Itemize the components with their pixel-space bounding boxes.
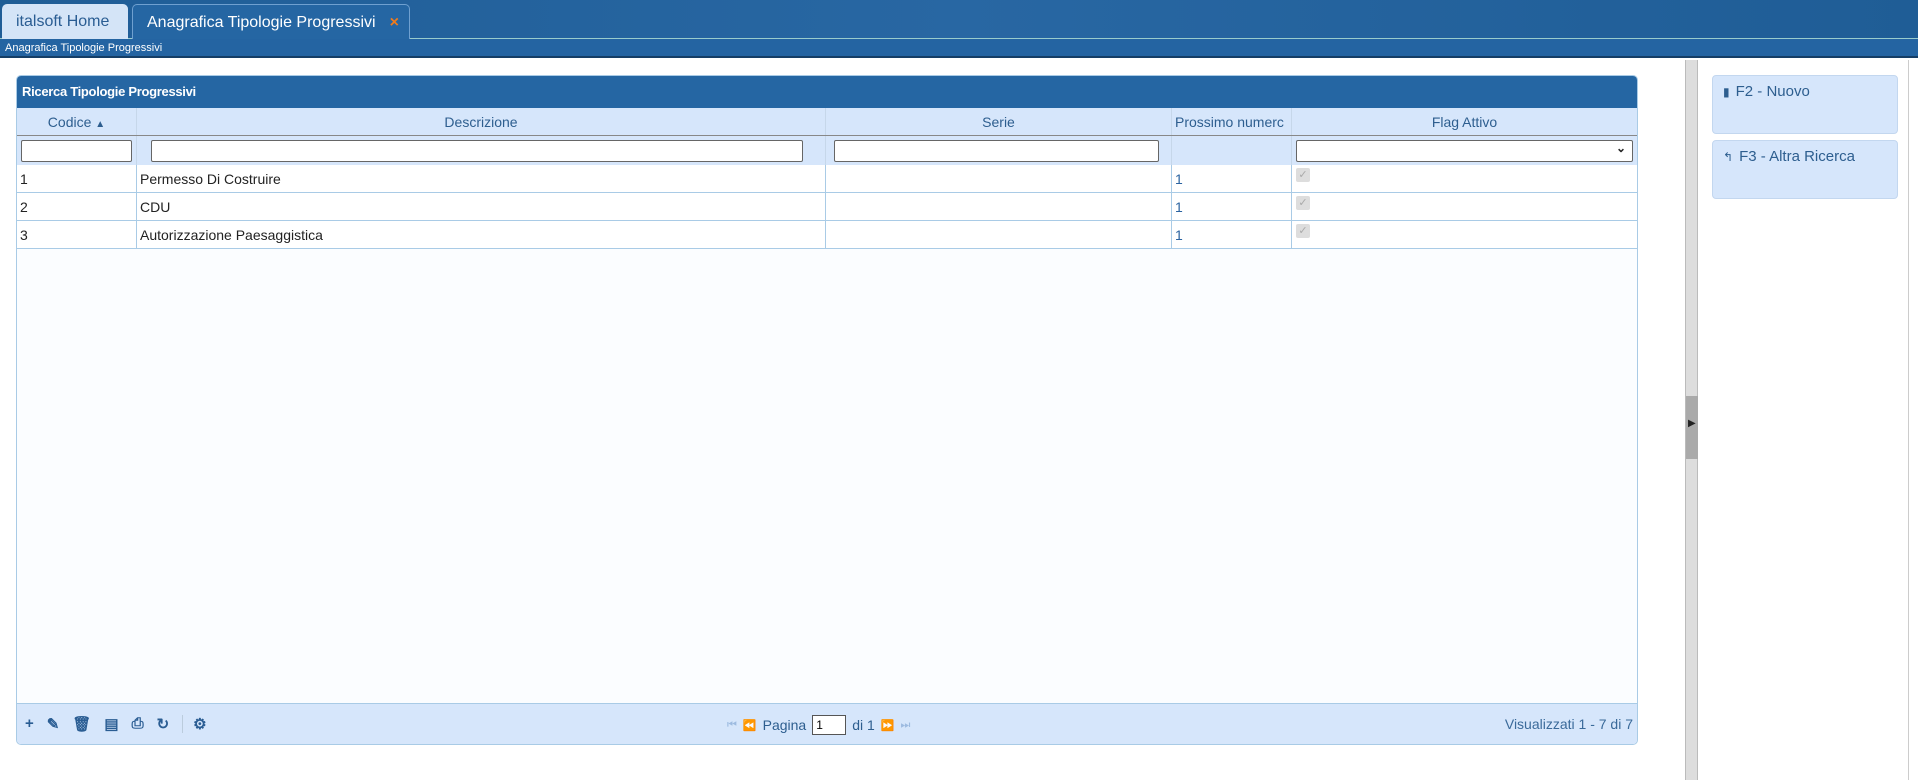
print-icon[interactable]: ⎙ <box>131 715 144 732</box>
new-label: F2 - Nuovo <box>1735 83 1810 100</box>
column-headers: Codice ▲ Descrizione Serie Prossimo nume… <box>17 108 1637 136</box>
active-checkbox: ✓ <box>1296 168 1310 183</box>
arrow-right-icon: ▶ <box>1688 418 1696 429</box>
prev-page-icon[interactable]: ⏪ <box>742 719 757 732</box>
pager: ⏮ ⏪ Pagina di 1 ⏩ ⏭ <box>727 715 910 735</box>
tab-label: Anagrafica Tipologie Progressivi <box>147 14 376 31</box>
other-search-button[interactable]: ↰ F3 - Altra Ricerca <box>1712 140 1898 199</box>
cell-serie <box>826 165 1172 192</box>
cell-prossimo: 1 <box>1172 221 1292 248</box>
filter-flag-attivo-select[interactable]: ⌄ <box>1296 140 1633 162</box>
tab-anagrafica[interactable]: Anagrafica Tipologie Progressivi × <box>132 4 410 39</box>
tab-bar: italsoft Home Anagrafica Tipologie Progr… <box>0 0 1918 39</box>
col-label: Codice <box>47 114 92 130</box>
filter-codice[interactable] <box>21 140 132 162</box>
col-prossimo[interactable]: Prossimo numerc <box>1172 108 1292 135</box>
page-input[interactable] <box>812 715 847 735</box>
last-page-icon[interactable]: ⏭ <box>900 718 911 731</box>
chevron-down-icon: ⌄ <box>1615 141 1626 155</box>
reply-icon: ↰ <box>1723 150 1734 164</box>
records-count: Visualizzati 1 - 7 di 7 <box>1504 716 1633 732</box>
new-button[interactable]: ▮ F2 - Nuovo <box>1712 75 1898 134</box>
page-label: Pagina <box>762 717 807 733</box>
table-row[interactable]: 3 Autorizzazione Paesaggistica 1 ✓ <box>17 221 1637 249</box>
cell-descrizione: CDU <box>137 193 826 220</box>
cell-serie <box>826 221 1172 248</box>
page-count: di 1 <box>852 717 875 733</box>
filter-serie[interactable] <box>834 140 1159 162</box>
cell-codice: 3 <box>17 221 137 248</box>
other-search-label: F3 - Altra Ricerca <box>1739 148 1855 165</box>
tab-home[interactable]: italsoft Home <box>2 4 128 39</box>
file-icon: ▮ <box>1723 85 1730 99</box>
panel-splitter[interactable]: ▶ <box>1685 60 1698 780</box>
table-row[interactable]: 2 CDU 1 ✓ <box>17 193 1637 221</box>
filter-descrizione[interactable] <box>151 140 803 162</box>
sort-up-down-icon: ▲ <box>95 119 106 130</box>
cell-prossimo: 1 <box>1172 193 1292 220</box>
table-row[interactable]: 1 Permesso Di Costruire 1 ✓ <box>17 165 1637 193</box>
cell-descrizione: Autorizzazione Paesaggistica <box>137 221 826 248</box>
settings-icon[interactable]: ⚙ <box>182 715 207 733</box>
col-descrizione[interactable]: Descrizione <box>137 108 826 135</box>
close-icon[interactable]: × <box>389 14 399 31</box>
grid-title: Ricerca Tipologie Progressivi <box>17 76 1637 108</box>
active-checkbox: ✓ <box>1296 224 1310 239</box>
collapse-handle[interactable]: ▶ <box>1686 396 1698 459</box>
cell-descrizione: Permesso Di Costruire <box>137 165 826 192</box>
first-page-icon[interactable]: ⏮ <box>727 718 737 731</box>
active-checkbox: ✓ <box>1296 196 1310 211</box>
cell-prossimo: 1 <box>1172 165 1292 192</box>
col-codice[interactable]: Codice ▲ <box>17 108 137 135</box>
delete-icon[interactable]: 🗑 <box>72 716 92 733</box>
refresh-icon[interactable]: ↻ <box>156 716 170 733</box>
edit-icon[interactable]: ✎ <box>46 716 60 733</box>
grid-footer: + ✎ 🗑 ▤ ⎙ ↻ ⚙ ⏮ ⏪ Pagina di 1 ⏩ ⏭ Visual… <box>17 703 1637 744</box>
filter-row: ⌄ <box>17 136 1637 165</box>
col-flag-attivo[interactable]: Flag Attivo <box>1431 114 1498 130</box>
actions-panel: ▮ F2 - Nuovo ↰ F3 - Altra Ricerca <box>1698 60 1909 780</box>
search-grid: Ricerca Tipologie Progressivi Codice ▲ D… <box>16 75 1638 745</box>
export-icon[interactable]: ▤ <box>104 716 119 733</box>
col-serie[interactable]: Serie <box>826 108 1172 135</box>
breadcrumb: Anagrafica Tipologie Progressivi <box>0 39 1918 58</box>
add-icon[interactable]: + <box>25 715 34 732</box>
next-page-icon[interactable]: ⏩ <box>880 719 895 732</box>
cell-codice: 2 <box>17 193 137 220</box>
cell-serie <box>826 193 1172 220</box>
cell-codice: 1 <box>17 165 137 192</box>
